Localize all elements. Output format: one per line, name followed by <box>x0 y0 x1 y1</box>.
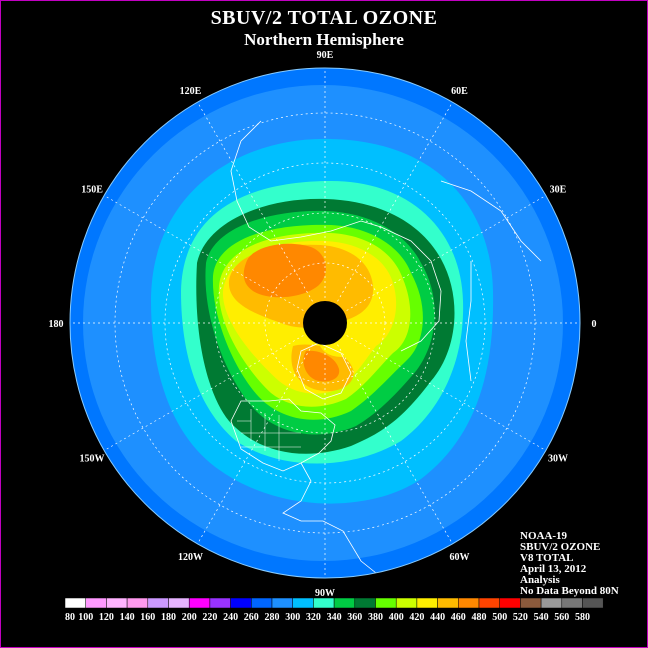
disc-border <box>69 67 581 579</box>
scale-label: 200 <box>182 612 197 623</box>
scale-swatch <box>292 597 314 609</box>
longitude-label: 150W <box>80 454 105 465</box>
scale-label: 420 <box>409 612 424 623</box>
scale-label: 340 <box>327 612 342 623</box>
longitude-label: 120W <box>178 552 203 563</box>
scale-swatch <box>209 597 231 609</box>
scale-label: 280 <box>265 612 280 623</box>
scale-label: 320 <box>306 612 321 623</box>
africa-coast <box>465 261 472 382</box>
scale-swatch <box>437 597 459 609</box>
info-type: Analysis <box>520 574 560 586</box>
europe-coast <box>400 260 442 352</box>
scale-label: 300 <box>285 612 300 623</box>
longitude-label: 60W <box>450 552 470 563</box>
scale-label: 80 <box>65 612 75 623</box>
scale-label: 160 <box>140 612 155 623</box>
info-note: No Data Beyond 80N <box>520 585 619 597</box>
scale-label: 580 <box>575 612 590 623</box>
scale-swatch <box>85 597 107 609</box>
band-440-460-siberia <box>243 243 326 298</box>
scale-swatch <box>106 597 128 609</box>
scale-label: 380 <box>368 612 383 623</box>
scale-swatch <box>416 597 438 609</box>
scale-swatch <box>354 597 376 609</box>
figure-subtitle: Northern Hemisphere <box>244 30 404 49</box>
scale-label: 260 <box>244 612 259 623</box>
scale-label: 480 <box>472 612 487 623</box>
scale-label: 100 <box>78 612 93 623</box>
scale-swatch <box>313 597 335 609</box>
asia-south-coast <box>440 180 542 262</box>
no-data-pole <box>303 301 347 345</box>
scale-label: 180 <box>161 612 176 623</box>
scale-label: 240 <box>223 612 238 623</box>
coastlines <box>230 120 542 578</box>
graticule <box>70 68 580 578</box>
scale-label: 400 <box>389 612 404 623</box>
longitude-label: 60E <box>451 86 468 97</box>
scale-swatch <box>561 597 583 609</box>
scale-label: 440 <box>430 612 445 623</box>
north-america-coast <box>230 398 336 472</box>
scale-label: 360 <box>347 612 362 623</box>
longitude-label: 180 <box>49 319 64 330</box>
scale-label: 120 <box>99 612 114 623</box>
scale-label: 460 <box>451 612 466 623</box>
longitude-label: 90E <box>317 50 334 61</box>
scale-swatch <box>188 597 211 609</box>
scale-label: 560 <box>554 612 569 623</box>
scale-swatch <box>540 597 563 609</box>
us-state-lines <box>237 409 301 461</box>
latitude-circle <box>114 112 536 534</box>
band-440-460-greenland <box>303 350 340 382</box>
scale-label: 220 <box>202 612 217 623</box>
scale-swatch <box>520 597 542 609</box>
longitude-label: 30E <box>550 185 567 196</box>
scale-swatch <box>230 597 252 609</box>
scale-swatch <box>478 597 500 609</box>
asia-pacific-coast <box>230 120 432 262</box>
longitude-label: 90W <box>315 588 335 599</box>
longitude-label: 30W <box>548 454 568 465</box>
scale-label: 540 <box>534 612 549 623</box>
figure-title: SBUV/2 TOTAL OZONE <box>210 7 438 29</box>
scale-swatch <box>499 597 521 609</box>
longitude-label: 0 <box>592 319 597 330</box>
info-date: April 13, 2012 <box>520 563 587 575</box>
scale-swatch <box>168 597 190 609</box>
scale-label: 520 <box>513 612 528 623</box>
scale-swatch <box>333 597 356 609</box>
info-product: V8 TOTAL <box>520 552 574 564</box>
scale-swatch <box>271 597 293 609</box>
latitude-circle <box>164 162 486 484</box>
central-america-coast <box>282 462 382 578</box>
scale-label: 140 <box>120 612 135 623</box>
scale-swatch <box>251 597 273 609</box>
scale-swatch <box>147 597 169 609</box>
greenland-coast <box>296 342 352 400</box>
scale-swatch <box>395 597 418 609</box>
info-satellite: NOAA-19 <box>520 530 568 542</box>
scale-swatch <box>375 597 397 609</box>
latitude-circle <box>264 262 386 384</box>
scale-swatch <box>126 597 149 609</box>
scale-swatch <box>458 597 480 609</box>
scale-swatch <box>64 597 86 609</box>
scale-swatch <box>582 597 604 609</box>
scale-label: 500 <box>492 612 507 623</box>
longitude-labels: 90E 60E 30E 0 30W 60W 90W 120W 150W 180 150E 120E <box>49 50 597 599</box>
info-instrument: SBUV/2 OZONE <box>520 541 601 553</box>
latitude-circle <box>214 212 436 434</box>
longitude-label: 150E <box>81 185 103 196</box>
longitude-label: 120E <box>180 86 202 97</box>
